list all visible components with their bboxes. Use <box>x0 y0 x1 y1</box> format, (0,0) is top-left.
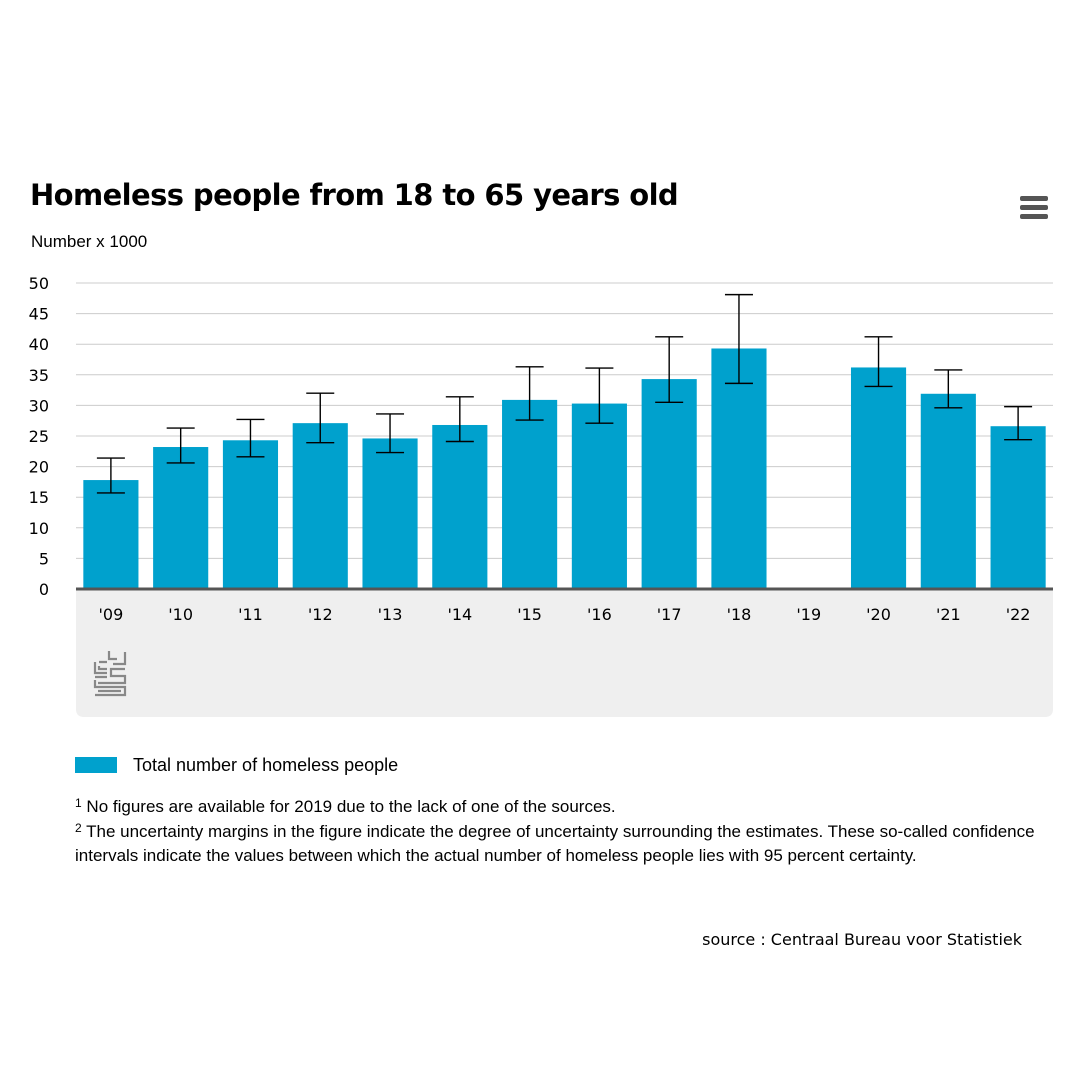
x-tick-label: '10 <box>168 605 193 624</box>
footnote-marker: 2 <box>75 820 82 835</box>
bar <box>222 440 279 589</box>
footnote-marker: 1 <box>75 796 82 810</box>
y-tick-label: 5 <box>39 549 49 568</box>
bar <box>432 424 488 589</box>
y-tick-label: 35 <box>29 366 49 385</box>
y-tick-label: 15 <box>29 488 49 507</box>
x-tick-label: '13 <box>378 605 403 624</box>
x-tick-label: '14 <box>447 605 472 624</box>
bar <box>153 447 209 589</box>
logo-stroke <box>93 675 127 697</box>
legend-swatch <box>75 757 117 773</box>
chart-title: Homeless people from 18 to 65 years old <box>30 178 679 212</box>
menu-line <box>1020 196 1048 201</box>
logo-stroke <box>113 652 127 666</box>
y-tick-label: 10 <box>29 519 49 538</box>
legend: Total number of homeless people <box>75 753 398 777</box>
bar <box>990 426 1046 589</box>
bar <box>711 348 767 589</box>
plot-footer-background <box>76 589 1053 717</box>
logo-stroke <box>93 662 107 675</box>
x-tick-label: '11 <box>238 605 263 624</box>
x-tick-label: '21 <box>936 605 961 624</box>
cbs-logo <box>93 651 127 697</box>
bar <box>571 403 627 589</box>
x-tick-label: '15 <box>517 605 542 624</box>
bar <box>920 393 976 589</box>
footnote-1: 1 No figures are available for 2019 due … <box>75 795 1045 820</box>
x-tick-label: '22 <box>1006 605 1031 624</box>
y-tick-label: 45 <box>29 305 49 324</box>
y-tick-label: 40 <box>29 335 49 354</box>
footnote-2: 2 The uncertainty margins in the figure … <box>75 820 1045 869</box>
bar-chart: 0 5 10 15 20 25 30 35 40 45 50 '09 '10 '11 '12 '13 '14 '1… <box>29 274 1053 717</box>
bar <box>83 480 139 589</box>
x-tick-label: '12 <box>308 605 333 624</box>
y-axis-label: Number x 1000 <box>31 232 148 251</box>
bar <box>292 423 348 589</box>
x-tick-label: '09 <box>99 605 124 624</box>
bar <box>641 379 697 589</box>
hamburger-menu-icon[interactable] <box>1018 196 1052 224</box>
bar <box>362 438 418 589</box>
x-tick-label: '20 <box>866 605 891 624</box>
y-tick-label: 25 <box>29 427 49 446</box>
logo-stroke <box>97 660 107 671</box>
x-tick-label: '16 <box>587 605 612 624</box>
x-tick-label: '17 <box>657 605 682 624</box>
y-tick-label: 20 <box>29 458 49 477</box>
bar <box>850 367 907 589</box>
footnotes: 1 No figures are available for 2019 due … <box>75 795 1045 869</box>
source-credit: source : Centraal Bureau voor Statistiek <box>702 930 1022 949</box>
x-tick-label: '18 <box>727 605 752 624</box>
footnote-text: The uncertainty margins in the figure in… <box>75 821 1035 866</box>
logo-stroke <box>98 667 127 685</box>
logo-stroke <box>107 651 117 661</box>
bar <box>502 399 558 589</box>
footnote-text: No figures are available for 2019 due to… <box>86 797 616 816</box>
y-tick-label: 0 <box>39 580 49 599</box>
x-tick-label: '19 <box>796 605 821 624</box>
y-tick-label: 30 <box>29 396 49 415</box>
menu-line <box>1020 205 1048 210</box>
menu-line <box>1020 214 1048 219</box>
y-tick-label: 50 <box>29 274 49 293</box>
legend-label: Total number of homeless people <box>133 754 399 775</box>
